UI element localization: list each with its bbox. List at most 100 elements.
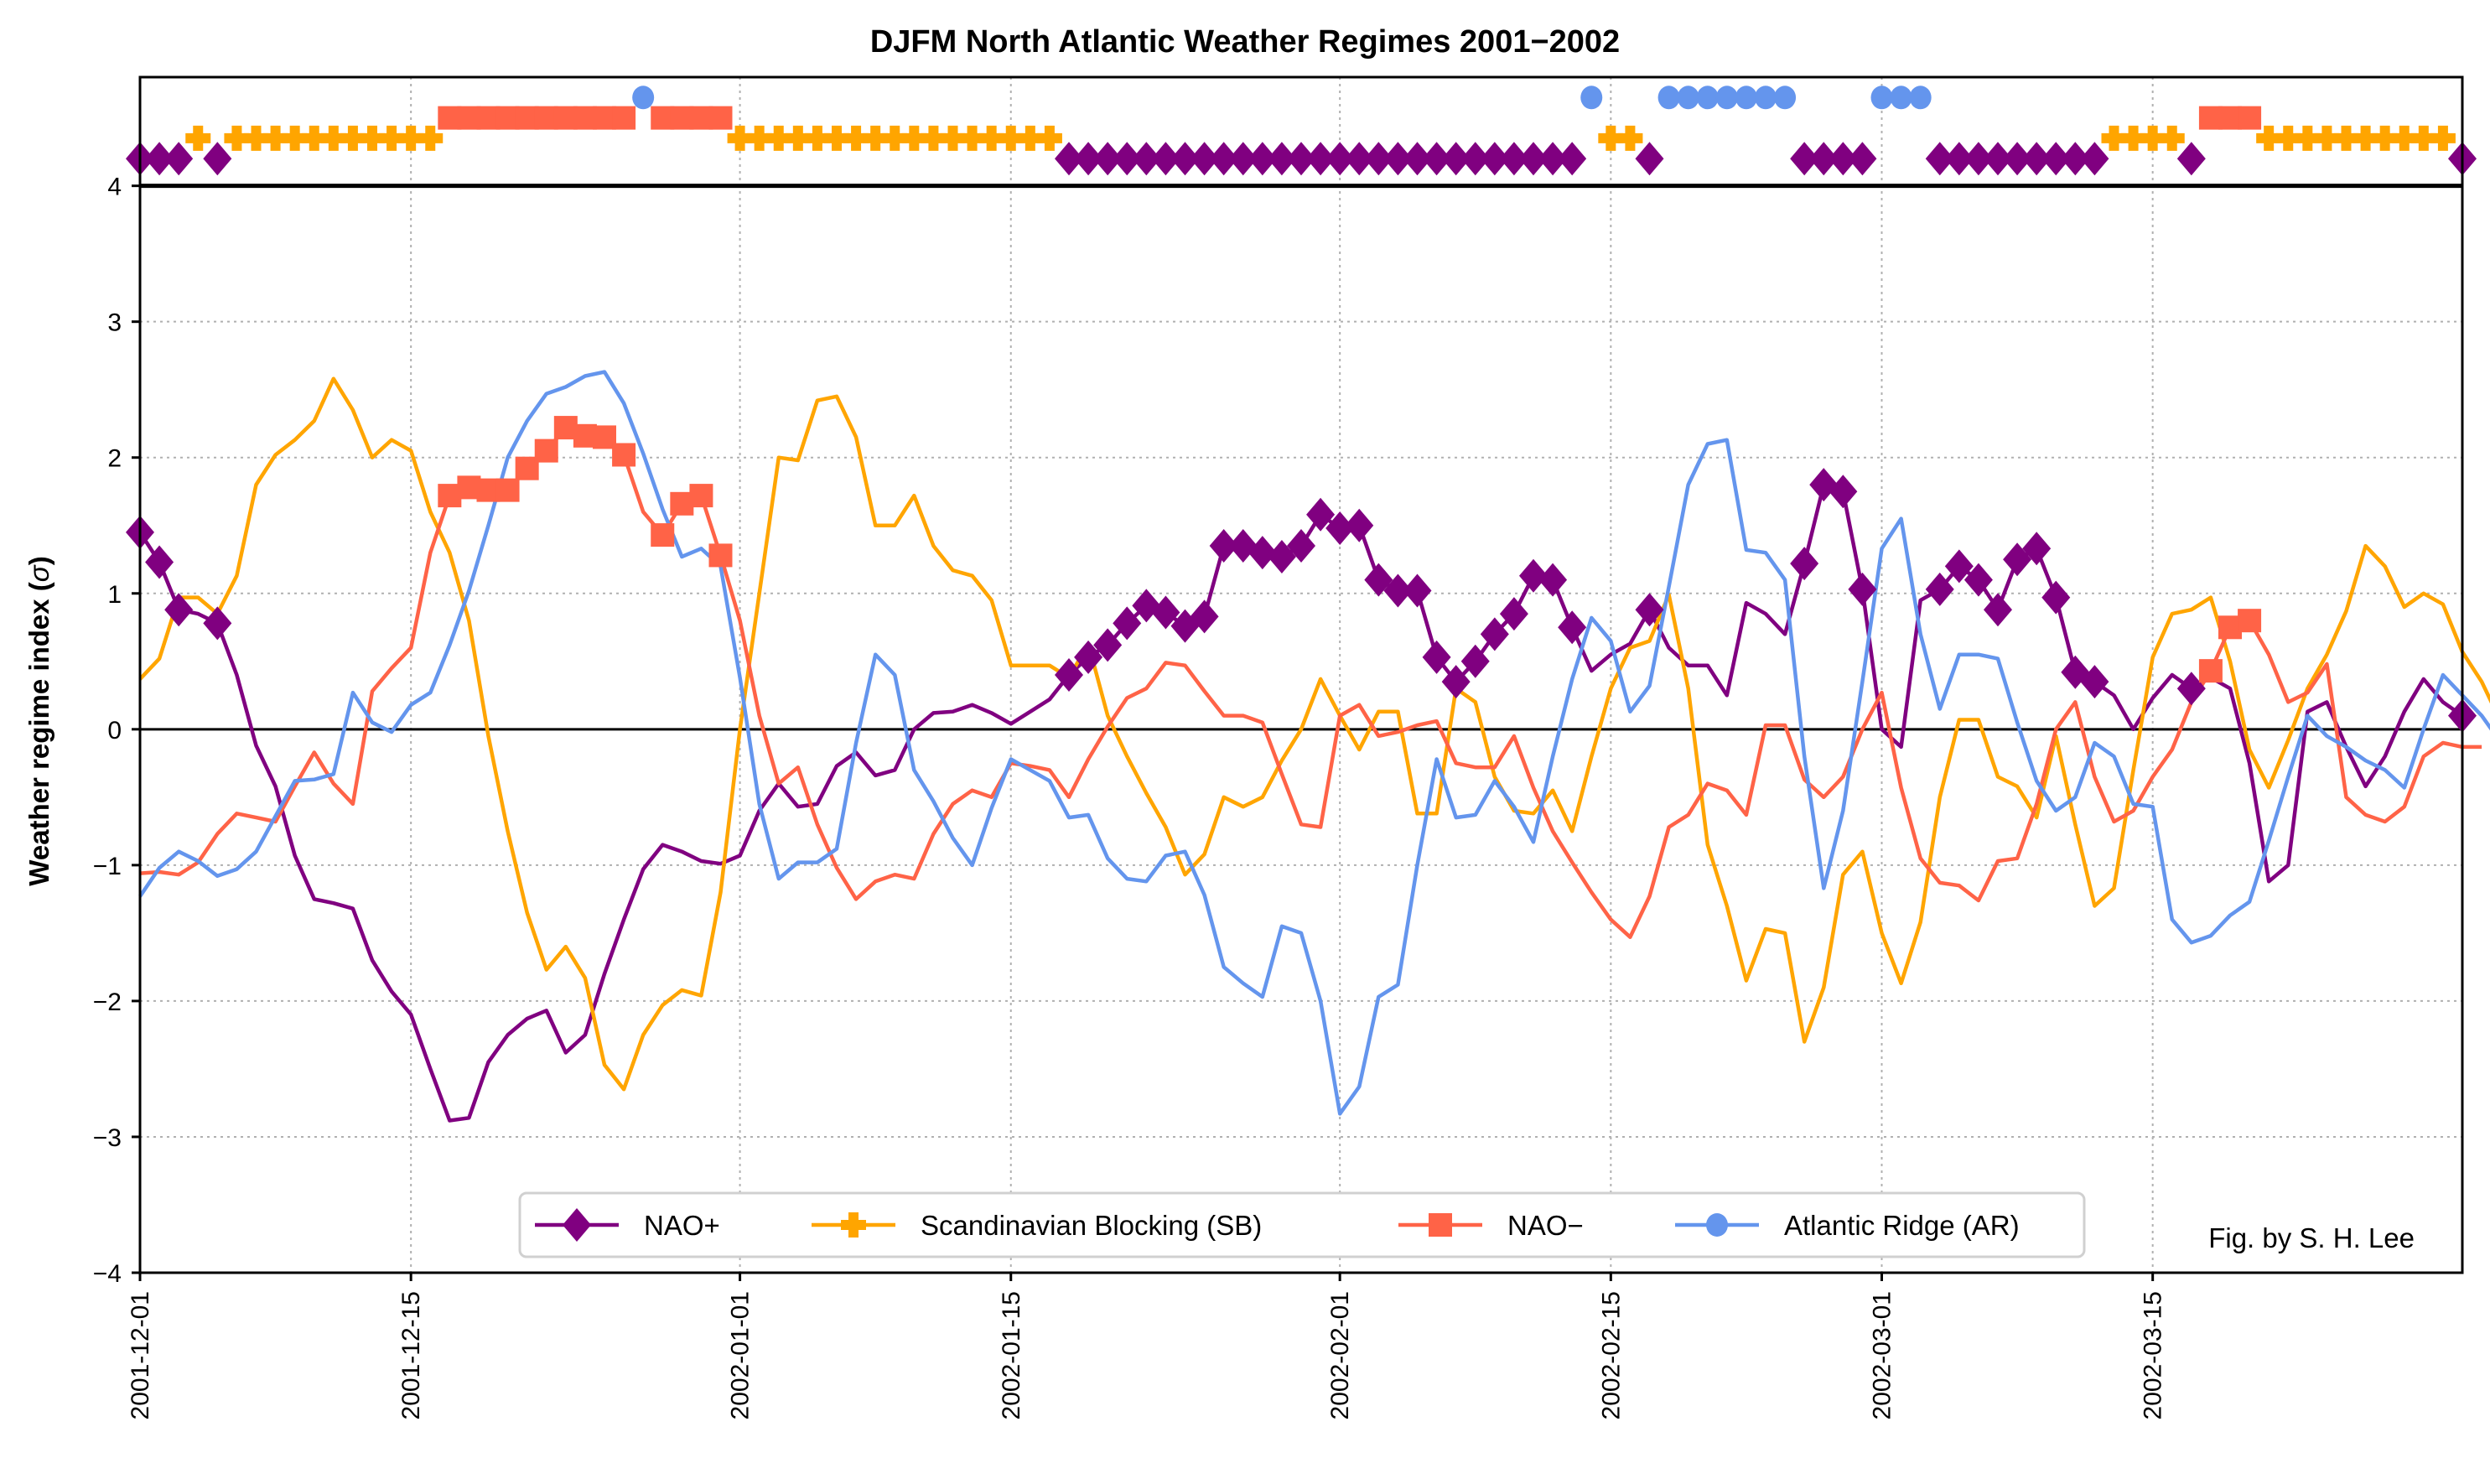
strip-marker-sb <box>1017 125 1043 151</box>
data-point-nao_neg <box>689 484 713 508</box>
strip-marker-sb <box>340 125 366 151</box>
strip-marker-nao_pos <box>203 142 232 176</box>
y-tick-label: −4 <box>93 1260 122 1288</box>
legend-marker-ar <box>1706 1213 1728 1237</box>
data-point-nao_pos <box>1558 610 1587 645</box>
strip-marker-nao_pos <box>1151 142 1180 176</box>
strip-marker-nao_pos <box>2080 142 2109 176</box>
data-point-nao_pos <box>1519 558 1548 593</box>
strip-marker-sb <box>921 125 947 151</box>
y-axis-label: Weather regime index (σ) <box>23 556 54 885</box>
strip-marker-sb <box>379 125 405 151</box>
x-tick-label: 2001-12-01 <box>127 1291 154 1419</box>
strip-marker-nao_pos <box>1809 142 1839 176</box>
x-tick-label: 2002-03-01 <box>1869 1291 1896 1419</box>
data-point-nao_pos <box>1848 572 1877 606</box>
strip-marker-ar <box>1657 86 1680 110</box>
strip-marker-sb <box>1036 125 1062 151</box>
strip-marker-sb <box>2275 125 2301 151</box>
data-point-nao_pos <box>203 606 232 641</box>
data-point-nao_pos <box>1190 599 1219 634</box>
strip-marker-sb <box>2430 125 2456 151</box>
strip-marker-nao_pos <box>1287 142 1315 176</box>
data-point-nao_pos <box>2176 672 2206 706</box>
strip-marker-nao_pos <box>2022 142 2052 176</box>
strip-marker-nao_pos <box>1248 142 1277 176</box>
regime-strip <box>126 86 2477 176</box>
data-point-nao_neg <box>708 543 733 568</box>
strip-marker-sb <box>2333 125 2359 151</box>
strip-marker-ar <box>1696 86 1719 110</box>
strip-marker-sb <box>418 125 444 151</box>
data-point-nao_pos <box>1209 529 1238 563</box>
strip-marker-nao_pos <box>1635 142 1664 176</box>
strip-marker-nao_pos <box>1306 142 1336 176</box>
x-tick-label: 2002-02-15 <box>1597 1291 1625 1419</box>
strip-marker-sb <box>2140 125 2166 151</box>
strip-marker-ar <box>1774 86 1797 110</box>
legend-marker-sb <box>841 1212 866 1238</box>
data-point-nao_pos <box>1963 563 1993 597</box>
strip-marker-nao_pos <box>164 142 194 176</box>
strip-marker-ar <box>1677 86 1699 110</box>
strip-marker-sb <box>785 125 811 151</box>
data-point-nao_pos <box>2022 532 2052 566</box>
series-line-ar <box>138 370 2490 1116</box>
strip-marker-sb <box>320 125 346 151</box>
data-point-nao_neg <box>612 443 636 467</box>
strip-marker-sb <box>398 125 424 151</box>
strip-marker-nao_pos <box>1132 142 1161 176</box>
x-tick-label: 2001-12-15 <box>397 1291 425 1419</box>
strip-marker-sb <box>804 125 830 151</box>
strip-marker-sb <box>2372 125 2398 151</box>
strip-marker-sb <box>282 125 308 151</box>
strip-marker-nao_pos <box>1848 142 1877 176</box>
legend-label-ar: Atlantic Ridge (AR) <box>1784 1210 2020 1241</box>
data-point-nao_pos <box>1829 475 1858 509</box>
data-point-nao_pos <box>1151 595 1180 630</box>
y-tick-label: 4 <box>107 174 122 201</box>
data-point-nao_pos <box>1113 606 1142 641</box>
strip-marker-sb <box>2159 125 2185 151</box>
data-point-nao_neg <box>495 478 520 502</box>
data-point-nao_pos <box>1248 536 1277 570</box>
strip-marker-sb <box>262 125 288 151</box>
strip-marker-nao_neg <box>612 106 636 130</box>
strip-marker-nao_pos <box>1441 142 1471 176</box>
data-point-nao_pos <box>1499 597 1528 631</box>
data-point-nao_pos <box>1074 640 1103 674</box>
strip-marker-ar <box>1715 86 1738 110</box>
strip-marker-ar <box>1890 86 1912 110</box>
chart-title: DJFM North Atlantic Weather Regimes 2001… <box>870 24 1620 60</box>
data-point-nao_pos <box>1925 572 1954 606</box>
strip-marker-nao_neg <box>708 106 733 130</box>
strip-marker-nao_pos <box>1558 142 1587 176</box>
strip-marker-nao_pos <box>1093 142 1123 176</box>
strip-marker-sb <box>843 125 869 151</box>
strip-marker-nao_pos <box>1422 142 1451 176</box>
strip-marker-sb <box>940 125 966 151</box>
strip-marker-sb <box>2353 125 2378 151</box>
data-point-nao_pos <box>1287 529 1315 563</box>
data-point-nao_pos <box>1306 497 1336 532</box>
data-point-nao_neg <box>534 438 558 463</box>
series-line-sb <box>138 376 2490 1092</box>
strip-marker-sb <box>727 125 753 151</box>
strip-marker-nao_pos <box>1944 142 1974 176</box>
strip-marker-nao_pos <box>1829 142 1858 176</box>
strip-marker-ar <box>1735 86 1757 110</box>
strip-marker-nao_pos <box>1325 142 1355 176</box>
data-point-nao_neg <box>2238 609 2262 633</box>
x-tick-label: 2002-02-01 <box>1326 1291 1354 1419</box>
series-line-nao_pos <box>138 482 2464 1123</box>
strip-marker-nao_pos <box>1364 142 1393 176</box>
y-tick-label: 0 <box>107 717 122 745</box>
data-point-nao_pos <box>145 545 174 579</box>
data-point-nao_pos <box>1345 508 1374 542</box>
strip-marker-sb <box>901 125 927 151</box>
y-ticks: −4 −3 −2 −1 0 1 2 3 4 <box>93 174 140 1288</box>
strip-marker-ar <box>1870 86 1893 110</box>
strip-marker-nao_pos <box>1345 142 1374 176</box>
strip-marker-sb <box>765 125 791 151</box>
